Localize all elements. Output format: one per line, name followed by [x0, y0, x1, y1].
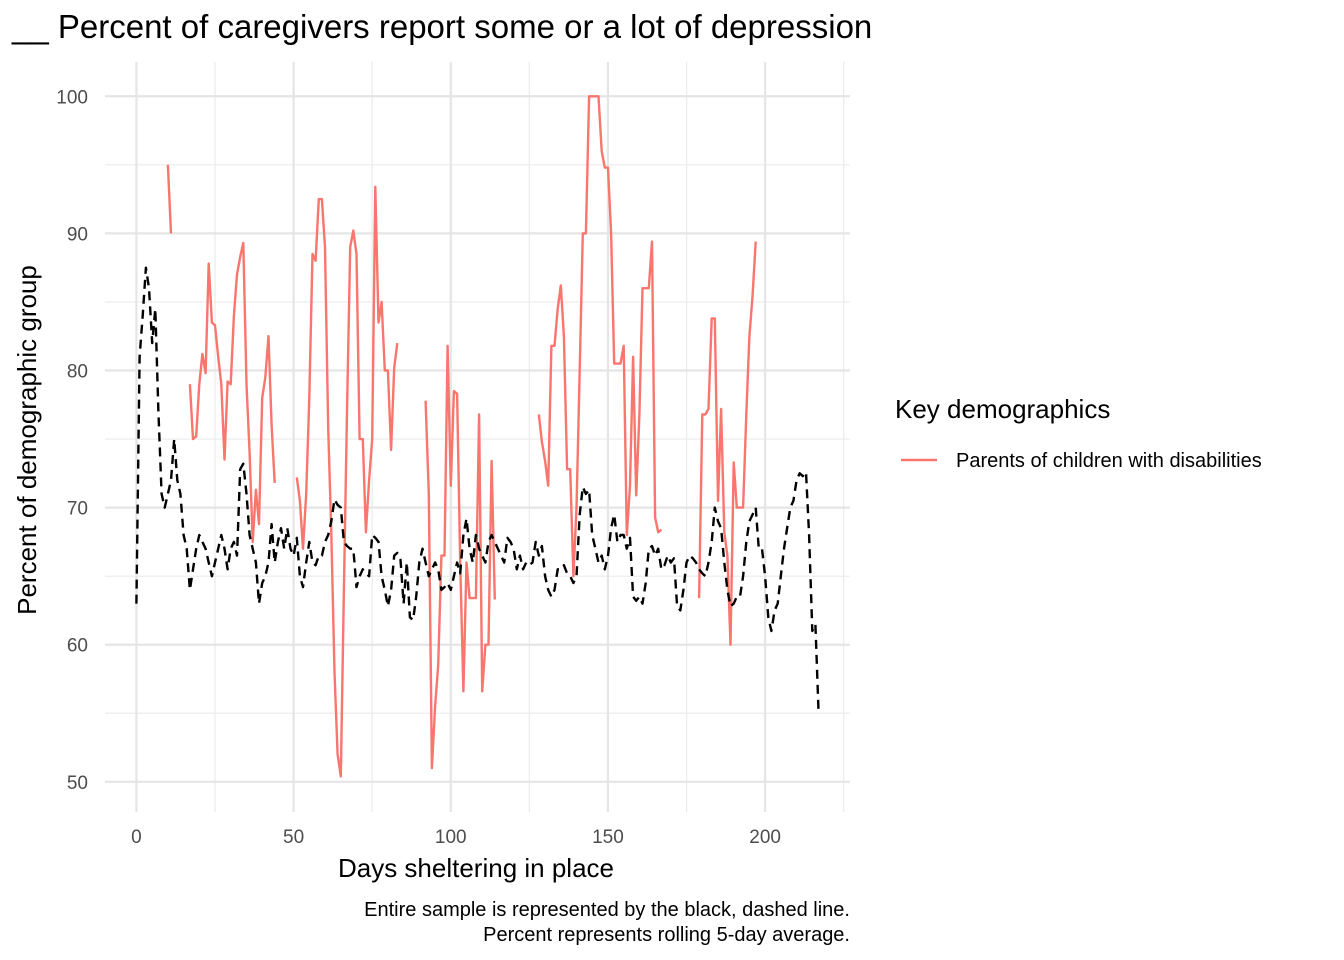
y-tick-label: 100: [56, 87, 88, 108]
caption-line-2: Percent represents rolling 5-day average…: [483, 924, 850, 946]
grid-layer: [105, 62, 850, 812]
y-tick-label: 50: [67, 773, 88, 794]
x-axis-title: Days sheltering in place: [338, 853, 614, 883]
x-tick-label: 0: [131, 827, 142, 848]
series-line-entire-sample: [135, 266, 820, 714]
series-line-parents: [537, 95, 663, 578]
x-tick-label: 50: [283, 827, 304, 848]
legend-label-parents: Parents of children with disabilities: [956, 450, 1262, 472]
y-tick-label: 90: [67, 224, 88, 245]
x-tick-label: 150: [592, 827, 624, 848]
x-tick-label: 200: [749, 827, 781, 848]
x-tick-label: 100: [435, 827, 467, 848]
legend: Key demographics Parents of children wit…: [895, 394, 1262, 472]
series-line-parents: [188, 241, 276, 544]
series-line-parents: [166, 164, 173, 234]
data-layer: [135, 95, 820, 778]
chart-title: __ Percent of caregivers report some or …: [12, 8, 873, 45]
tick-labels: 0 50 100 150 200 50 60 70 80 90 100: [56, 87, 781, 848]
series-line-parents: [424, 344, 496, 770]
y-axis-title: Percent of demographic group: [12, 265, 42, 615]
y-tick-label: 60: [67, 636, 88, 657]
series-line-parents: [697, 241, 757, 646]
legend-title: Key demographics: [895, 394, 1110, 424]
caption-line-1: Entire sample is represented by the blac…: [364, 899, 850, 921]
y-tick-label: 80: [67, 362, 88, 383]
y-tick-label: 70: [67, 499, 88, 520]
series-line-parents: [295, 185, 399, 778]
